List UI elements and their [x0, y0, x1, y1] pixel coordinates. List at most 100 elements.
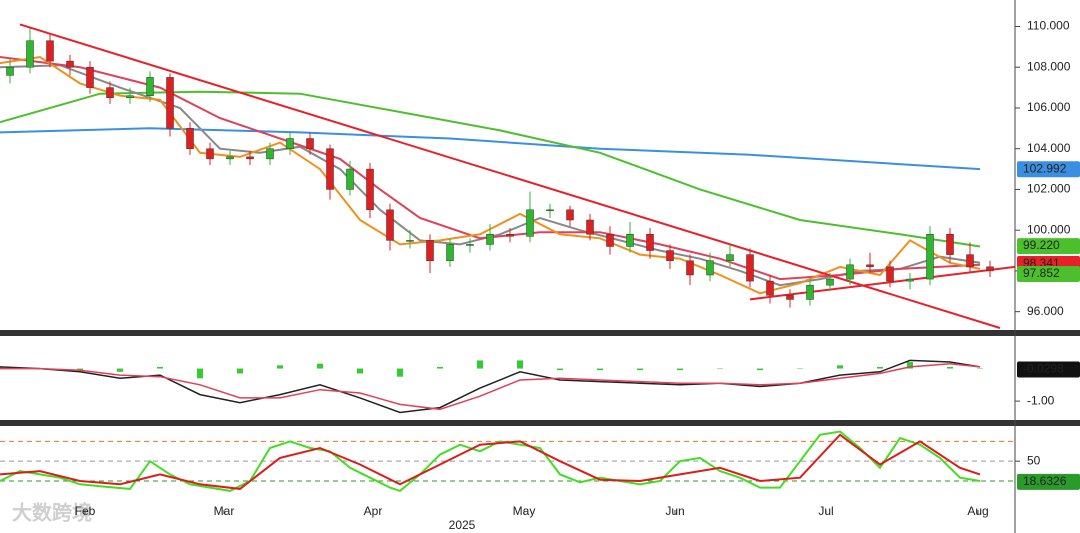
- y-tick-label: -1.00: [1027, 393, 1055, 407]
- candle-body: [66, 60, 74, 68]
- price-label-box: [1017, 238, 1080, 255]
- candle-body: [366, 168, 374, 211]
- candle-body: [966, 254, 974, 268]
- candle-body: [606, 234, 614, 247]
- candle-body: [426, 240, 434, 261]
- histogram-bar: [0, 366, 3, 369]
- pane-separator: [0, 420, 1080, 426]
- indicator-line: [0, 359, 981, 414]
- histogram-bar: [757, 368, 763, 371]
- histogram-bar: [637, 368, 643, 371]
- candle-body: [206, 148, 214, 160]
- x-tick-label: Feb: [75, 504, 96, 518]
- x-tick-label: Jun: [665, 504, 684, 518]
- histogram-bar: [717, 368, 723, 370]
- candle-body: [866, 264, 874, 268]
- histogram-bar: [977, 368, 983, 370]
- candle-body: [446, 244, 454, 261]
- x-tick-label: Mar: [214, 504, 235, 518]
- histogram-bar: [157, 366, 163, 369]
- candle-body: [526, 209, 534, 237]
- candle-body: [466, 244, 474, 246]
- watermark: 大数跨境: [12, 500, 92, 524]
- price-label: 18.6326: [1023, 474, 1067, 488]
- candle-body: [906, 278, 914, 282]
- candle-body: [546, 209, 554, 212]
- y-tick-label: 106.000: [1027, 100, 1071, 114]
- histogram-bar: [397, 368, 403, 377]
- y-tick-label: 96.000: [1027, 304, 1064, 318]
- y-tick-label: 108.000: [1027, 59, 1071, 73]
- pane: [0, 430, 1015, 493]
- histogram-bar: [77, 368, 83, 371]
- histogram-bar: [797, 368, 803, 370]
- y-tick-label: 50: [1027, 453, 1041, 467]
- candle-body: [186, 128, 194, 149]
- candle-body: [486, 234, 494, 245]
- histogram-bar: [277, 365, 283, 369]
- indicator-line: [0, 64, 981, 287]
- histogram-bar: [437, 366, 443, 369]
- histogram-bar: [677, 368, 683, 371]
- x-tick-label: Aug: [967, 504, 988, 518]
- candle-body: [886, 266, 894, 282]
- histogram-bar: [557, 368, 563, 371]
- histogram-bar: [237, 368, 243, 374]
- candle-body: [726, 254, 734, 261]
- indicator-line: [0, 127, 981, 171]
- candle-body: [46, 40, 54, 62]
- price-label-box: [1017, 161, 1080, 178]
- y-tick-label: 100.000: [1027, 222, 1071, 236]
- candle-body: [146, 77, 154, 96]
- candle-body: [686, 260, 694, 276]
- histogram-bar: [907, 362, 913, 369]
- candle-body: [626, 234, 634, 247]
- histogram-bar: [357, 368, 363, 374]
- price-label-box: [1017, 361, 1080, 378]
- candle-body: [86, 66, 94, 88]
- price-label-box: [1017, 473, 1080, 490]
- candle-body: [406, 240, 414, 242]
- candle-body: [326, 148, 334, 190]
- histogram-bar: [477, 360, 483, 369]
- x-tick-label: May: [513, 504, 536, 518]
- price-label: 97.852: [1023, 266, 1060, 280]
- candle-body: [506, 234, 514, 237]
- y-tick-label: 102.000: [1027, 182, 1071, 196]
- candle-body: [166, 77, 174, 129]
- histogram-bar: [837, 365, 843, 369]
- candle-body: [986, 266, 994, 272]
- candle-body: [246, 156, 254, 160]
- pane: [0, 23, 1015, 329]
- candle-body: [6, 66, 14, 76]
- indicator-line: [749, 265, 1015, 301]
- candle-body: [226, 156, 234, 160]
- pane-separator: [0, 330, 1080, 336]
- histogram-bar: [877, 366, 883, 369]
- y-tick-label: 104.000: [1027, 141, 1071, 155]
- histogram-bar: [317, 363, 323, 369]
- candle-body: [846, 264, 854, 280]
- x-tick-label: Apr: [364, 504, 383, 518]
- histogram-bar: [197, 368, 203, 379]
- candle-body: [286, 138, 294, 149]
- candle-body: [926, 234, 934, 280]
- indicator-line: [0, 56, 981, 281]
- candle-body: [786, 295, 794, 300]
- x-axis-title: 2025: [449, 518, 476, 532]
- candle-body: [306, 138, 314, 149]
- candle-body: [646, 234, 654, 251]
- histogram-bar: [117, 368, 123, 372]
- candle-body: [946, 234, 954, 255]
- candle-body: [826, 278, 834, 286]
- histogram-bar: [597, 368, 603, 371]
- histogram-bar: [517, 360, 523, 369]
- candle-body: [766, 280, 774, 296]
- candle-body: [586, 219, 594, 235]
- candle-body: [346, 168, 354, 190]
- price-label-box: [1017, 265, 1080, 282]
- candle-body: [26, 40, 34, 68]
- candle-body: [706, 260, 714, 276]
- indicator-line: [0, 430, 981, 493]
- candle-body: [126, 95, 134, 99]
